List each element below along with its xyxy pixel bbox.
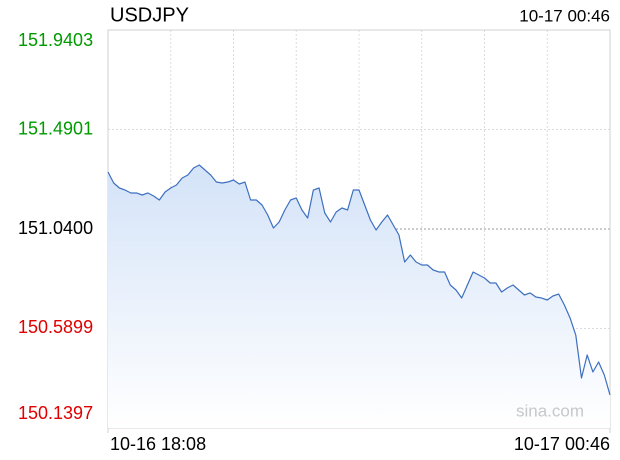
y-tick-label: 151.9403	[18, 30, 93, 50]
x-tick-label: 10-17 00:46	[514, 434, 610, 454]
watermark: sina.com	[516, 401, 584, 420]
timestamp: 10-17 00:46	[519, 6, 610, 25]
area-fill	[108, 165, 610, 428]
chart-title: USDJPY	[110, 4, 189, 26]
x-tick-label: 10-16 18:08	[110, 434, 206, 454]
plot-area: 151.9403 151.4901 151.0400 150.5899 150.1397…	[18, 29, 611, 454]
y-tick-label: 150.5899	[18, 317, 93, 337]
line	[107, 164, 611, 396]
y-tick-label: 151.4901	[18, 118, 93, 138]
y-tick-label: 150.1397	[18, 403, 93, 423]
y-tick-label: 151.0400	[18, 218, 93, 238]
